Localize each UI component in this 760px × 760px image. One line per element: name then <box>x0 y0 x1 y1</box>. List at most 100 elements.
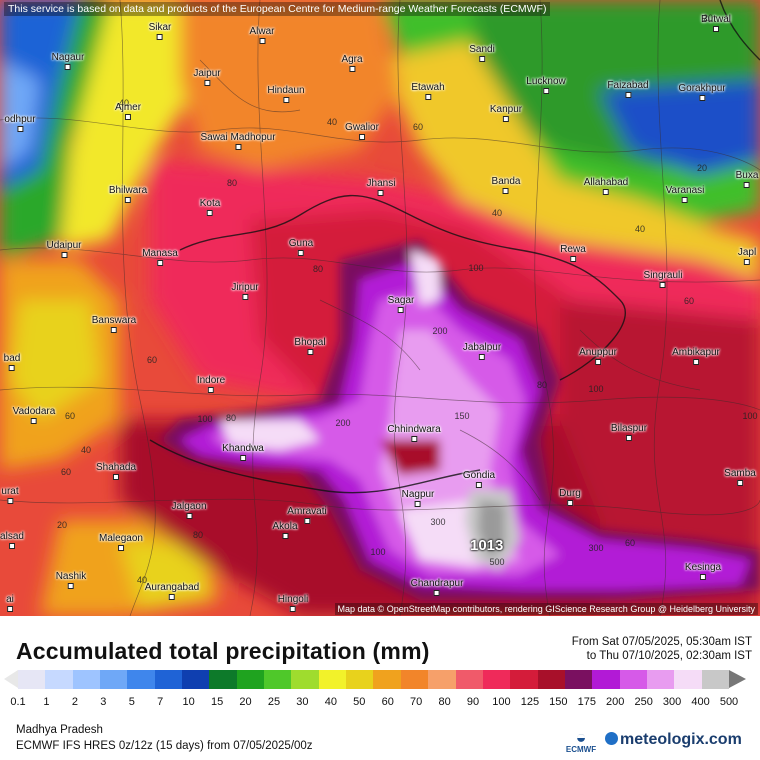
city-marker-icon <box>281 533 288 539</box>
colorbar-swatch <box>482 670 511 689</box>
colorbar-tick-label: 200 <box>606 696 625 708</box>
colorbar-tick-label: 300 <box>662 696 682 708</box>
city-marker-icon <box>415 501 421 507</box>
precipitation-map[interactable]: This service is based on data and produc… <box>0 0 760 616</box>
city-marker-icon <box>234 144 241 150</box>
model-label: ECMWF IFS HRES 0z/12z (15 days) from 07/… <box>16 740 313 752</box>
precipitation-field <box>0 0 760 616</box>
city-label: alsad <box>0 531 24 549</box>
city-marker-icon <box>65 64 71 70</box>
contour-value-label: 40 <box>136 575 148 585</box>
city-marker-icon <box>156 34 163 40</box>
colorbar-swatch <box>209 670 237 689</box>
city-marker-icon <box>378 190 384 196</box>
colorbar-swatch <box>592 670 620 689</box>
contour-value-label: 60 <box>412 122 424 132</box>
city-marker-icon <box>659 282 666 288</box>
city-label: Ajmer <box>115 102 141 120</box>
contour-value-label: 80 <box>536 380 548 390</box>
city-label: Amravati <box>287 506 327 524</box>
colorbar-swatch <box>127 670 155 689</box>
city-label: Hindaun <box>267 85 305 103</box>
colorbar-min-arrow <box>4 670 18 688</box>
city-marker-icon <box>111 327 117 333</box>
contour-value-label: 40 <box>80 445 92 455</box>
colorbar-tick-label: 20 <box>239 696 252 708</box>
colorbar-swatch <box>701 670 729 689</box>
city-label: Malegaon <box>99 533 143 551</box>
city-label: Bhopal <box>294 337 326 355</box>
contour-value-label: 80 <box>312 264 324 274</box>
city-marker-icon <box>30 418 37 424</box>
colorbar-ticks: 0.1 1 2 3 5 7 10 15 20 25 30 40 50 60 70 80 90 100 125 150 1… <box>10 696 738 710</box>
contour-value-label: 200 <box>432 326 448 336</box>
city-label: Hingoli <box>278 594 308 612</box>
colorbar-tick-label: 400 <box>691 696 710 708</box>
meteologix-logo[interactable]: meteologix.com <box>605 731 742 749</box>
colorbar-tick-label: 25 <box>267 696 281 708</box>
contour-value-label: 60 <box>624 538 636 548</box>
colorbar-tick-label: 40 <box>324 696 337 708</box>
city-label: Kanpur <box>490 104 522 122</box>
city-marker-icon <box>359 134 365 140</box>
colorbar-tick-label: 3 <box>100 696 107 708</box>
colorbar-tick-label: 80 <box>438 696 451 708</box>
colorbar-swatch <box>100 670 128 689</box>
contour-value-label: 60 <box>60 467 72 477</box>
city-label: Buxa <box>736 170 758 188</box>
city-label: Kota <box>200 198 220 216</box>
colorbar-swatch <box>455 670 483 689</box>
city-marker-icon <box>67 583 74 589</box>
city-label: Chandrapur <box>411 578 463 596</box>
city-marker-icon <box>478 56 485 62</box>
city-label: Samba <box>724 468 756 486</box>
colorbar-tick-label: 250 <box>634 696 653 708</box>
city-marker-icon <box>186 513 192 519</box>
contour-value-label: 60 <box>64 411 76 421</box>
city-label: Sikar <box>149 22 171 40</box>
colorbar-tick-label: 150 <box>549 696 568 708</box>
city-label: Rewa <box>560 244 586 262</box>
contour-value-label: 80 <box>192 530 204 540</box>
city-label: bad <box>4 353 20 371</box>
map-credit: Map data © OpenStreetMap contributors, r… <box>334 603 758 615</box>
city-label: Jaipur <box>193 68 221 86</box>
colorbar-swatch <box>72 670 101 689</box>
colorbar-swatch <box>646 670 675 689</box>
contour-value-label: 40 <box>326 117 338 127</box>
ecmwf-logo[interactable]: ◒ ECMWF <box>563 728 599 754</box>
colorbar-tick-label: 0.1 <box>10 696 26 708</box>
city-label: Nashik <box>56 571 86 589</box>
city-label: Udaipur <box>46 240 82 258</box>
colorbar-tick-label: 2 <box>71 696 78 708</box>
city-marker-icon <box>258 38 265 44</box>
city-marker-icon <box>567 500 573 506</box>
contour-value-label: 100 <box>197 414 213 424</box>
city-label: Bilaspur <box>611 423 647 441</box>
city-marker-icon <box>9 543 15 549</box>
colorbar-tick-label: 1 <box>43 696 50 708</box>
colorbar-max-arrow <box>729 670 746 688</box>
city-marker-icon <box>681 197 688 203</box>
city-label: Ambikapur <box>672 347 720 365</box>
city-label: Banswara <box>92 315 136 333</box>
colorbar-swatch <box>318 670 347 689</box>
city-label: ai <box>6 594 14 612</box>
meteologix-circle-icon <box>605 732 618 745</box>
city-marker-icon <box>502 188 509 194</box>
colorbar-swatch <box>45 670 73 689</box>
colorbar-tick-label: 70 <box>410 696 423 708</box>
city-marker-icon <box>6 606 13 612</box>
city-label: Manasa <box>142 248 178 266</box>
city-marker-icon <box>624 92 631 98</box>
city-marker-icon <box>569 256 576 262</box>
city-marker-icon <box>349 66 355 72</box>
city-label: Khandwa <box>222 443 264 461</box>
city-marker-icon <box>207 387 214 393</box>
colorbar-tick-label: 125 <box>520 696 540 708</box>
city-label: Guna <box>289 238 313 256</box>
colorbar-swatch <box>619 670 647 689</box>
contour-value-label: 60 <box>146 355 158 365</box>
city-label: Banda <box>492 176 520 194</box>
city-marker-icon <box>625 435 632 441</box>
